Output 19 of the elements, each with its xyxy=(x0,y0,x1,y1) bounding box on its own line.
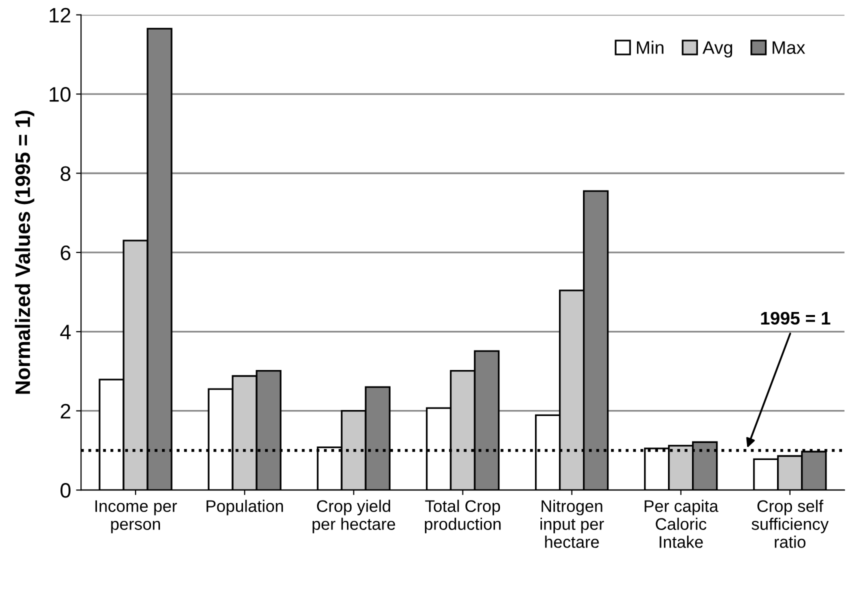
x-tick-label: Total Crop production xyxy=(424,500,501,534)
x-tick-label: Per capita Caloric Intake xyxy=(644,500,718,548)
x-tick-label: Nitrogen input per hectare xyxy=(540,500,604,548)
y-tick-label: 10 xyxy=(50,87,70,102)
legend-label: Min xyxy=(636,40,664,54)
y-tick-label: 4 xyxy=(60,324,71,340)
y-tick-label: 6 xyxy=(60,245,70,260)
legend-label: Max xyxy=(772,41,806,54)
x-tick-label: Income per person xyxy=(95,500,177,534)
y-tick-label: 0 xyxy=(60,483,70,498)
y-tick-label: 12 xyxy=(50,8,70,22)
y-tick-label: 8 xyxy=(60,166,70,182)
x-tick-label: Population xyxy=(206,500,283,516)
legend-label: Avg xyxy=(702,41,732,58)
x-tick-label: Crop yield per hectare xyxy=(312,500,396,534)
y-axis-title: Normalized Values (1995 = 1) xyxy=(14,110,34,394)
y-tick-label: 2 xyxy=(60,404,70,418)
ref-line-label: 1995 = 1 xyxy=(761,312,830,325)
x-tick-label: Crop self sufficiency ratio xyxy=(752,500,829,548)
